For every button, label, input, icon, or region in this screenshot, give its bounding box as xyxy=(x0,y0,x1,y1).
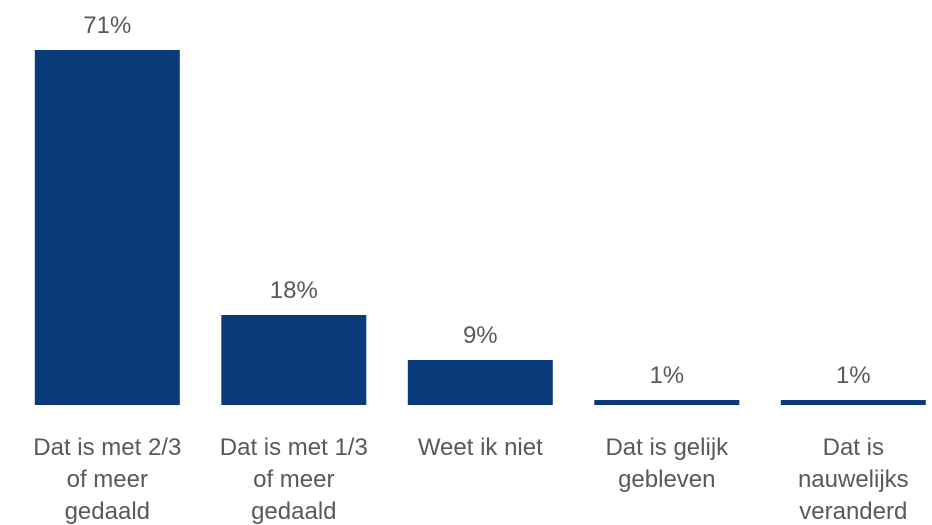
category-label-0: Dat is met 2/3 of meer gedaald xyxy=(33,434,181,525)
bar-3 xyxy=(594,400,740,405)
category-label-1: Dat is met 1/3 of meer gedaald xyxy=(220,434,368,525)
bar-1 xyxy=(221,315,367,405)
category-label-0-line-2: gedaald xyxy=(65,498,150,525)
category-label-4-line-2: veranderd xyxy=(799,498,907,525)
category-label-4-line-0: Dat is xyxy=(823,434,884,461)
category-label-0-line-1: of meer xyxy=(67,466,148,493)
bar-2 xyxy=(407,360,553,405)
category-label-1-line-0: Dat is met 1/3 xyxy=(220,434,368,461)
value-label-4: 1% xyxy=(836,362,871,389)
value-label-2: 9% xyxy=(463,322,498,349)
bar-4 xyxy=(780,400,926,405)
bar-0 xyxy=(34,50,180,405)
value-label-0: 71% xyxy=(83,12,131,39)
category-label-2: Weet ik niet xyxy=(418,434,543,461)
category-label-2-line-0: Weet ik niet xyxy=(418,434,543,461)
category-label-1-line-1: of meer xyxy=(253,466,334,493)
category-label-0-line-0: Dat is met 2/3 xyxy=(33,434,181,461)
value-label-1: 18% xyxy=(270,277,318,304)
category-label-3-line-0: Dat is gelijk xyxy=(605,434,729,461)
category-label-3-line-1: gebleven xyxy=(618,466,715,493)
category-label-3: Dat is gelijk gebleven xyxy=(605,434,729,493)
category-label-4: Dat is nauwelijks veranderd xyxy=(798,434,909,525)
category-label-1-line-2: gedaald xyxy=(251,498,336,525)
value-label-3: 1% xyxy=(649,362,684,389)
category-label-4-line-1: nauwelijks xyxy=(798,466,909,493)
